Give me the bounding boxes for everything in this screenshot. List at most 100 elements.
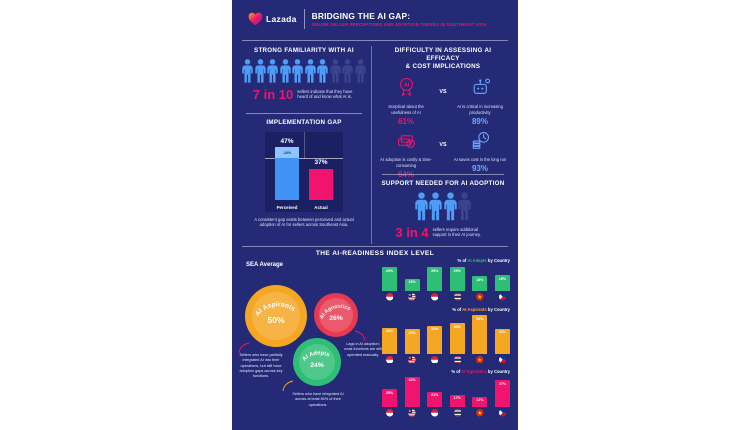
bubble-adepts-arc-label: AI Adepts — [301, 348, 331, 363]
support-caption: sellers require additional support in th… — [432, 226, 481, 238]
bar-indonesia: 50% — [427, 325, 443, 354]
person-icon — [458, 192, 471, 221]
person-icon — [317, 58, 328, 83]
header: Lazada BRIDGING THE AI GAP: ONLINE SELLE… — [232, 0, 518, 38]
flag-id-icon — [427, 409, 442, 417]
person-icon — [429, 192, 442, 221]
flag-my-icon — [405, 409, 420, 417]
critical-block: AI is critical in increasing productivit… — [453, 76, 507, 126]
familiarity-caption: sellers indicate that they have heard of… — [297, 88, 353, 100]
flag-ph-icon — [495, 355, 510, 363]
aspirants-connector — [238, 342, 250, 354]
section-difficulty: DIFFICULTY IN ASSESSING AI EFFICACY & CO… — [378, 47, 508, 179]
actual-label: Actual — [314, 204, 328, 210]
person-icon — [444, 192, 457, 221]
bar-malaysia: 42% — [404, 376, 420, 407]
bar-thailand: 17% — [449, 394, 465, 407]
agnostics-value: 26% — [329, 315, 343, 322]
header-titles: BRIDGING THE AI GAP: ONLINE SELLER PERCE… — [312, 11, 487, 28]
bubble-ai-aspirants: AI Aspirants 50% — [245, 285, 307, 347]
adepts-note: Sellers who have integrated AI across at… — [292, 392, 344, 407]
familiarity-heading: STRONG FAMILIARITY WITH AI — [254, 47, 354, 54]
flag-my-icon — [405, 293, 420, 301]
support-heading: SUPPORT NEEDED FOR AI ADOPTION — [381, 180, 505, 187]
bar-singapore: 25% — [382, 389, 397, 407]
perceived-bar: -10% — [275, 147, 299, 200]
critical-text: AI is critical in increasing productivit… — [457, 104, 503, 115]
flag-sg-icon — [382, 409, 397, 417]
page-subtitle: ONLINE SELLER PERCEPTIONS AND ADOPTION T… — [311, 22, 487, 28]
chart-title: % of AI Aspirants by Country — [452, 306, 510, 312]
bar-philippines: 44% — [494, 328, 510, 354]
saves-value: 93% — [471, 163, 488, 173]
flag-th-icon — [450, 409, 465, 417]
bar-thailand: 54% — [449, 323, 465, 354]
chart-bars: 29% 15% 29% 29% 18% 19% — [382, 265, 510, 291]
flag-sg-icon — [382, 355, 397, 363]
chart-title: % of AI Agnostics by Country — [451, 369, 510, 374]
chart-bars: 25% 42% 21% 17% 14% 37% — [382, 376, 510, 407]
bubble-ai-adepts: AI Adepts 24% — [293, 338, 341, 386]
brand-name: Lazada — [266, 14, 297, 24]
coins-clock-icon — [470, 129, 491, 155]
adepts-value: 24% — [310, 362, 324, 369]
agnostics-note: Lags in AI adoption; most functions are … — [344, 342, 382, 357]
vs-label-1: VS — [439, 89, 447, 96]
support-stat-value: 3 in 4 — [395, 224, 429, 240]
right-divider — [382, 174, 504, 175]
bar-vietnam: 18% — [472, 276, 488, 291]
flag-vn-icon — [472, 293, 487, 301]
bar-singapore: 46% — [382, 327, 397, 354]
person-icon — [280, 58, 291, 83]
difficulty-heading: DIFFICULTY IN ASSESSING AI EFFICACY & CO… — [378, 47, 508, 70]
actual-bar — [309, 168, 333, 200]
bubble-aspirants-arc-label: AI Aspirants — [253, 298, 297, 318]
header-rule — [242, 40, 508, 41]
flag-vn-icon — [472, 409, 487, 417]
svg-text:$: $ — [409, 142, 412, 148]
svg-text:AI: AI — [403, 83, 409, 89]
familiarity-stat-value: 7 in 10 — [252, 86, 294, 102]
sceptical-block: AI Sceptical about the usefulness of AI … — [379, 76, 433, 126]
gap-heading: IMPLEMENTATION GAP — [266, 119, 342, 126]
agnostics-by-country-chart: % of AI Agnostics by Country 25% 42% 21% 17%… — [382, 369, 510, 417]
gap-guide-horizontal — [265, 158, 343, 160]
vs-row-1: AI Sceptical about the usefulness of AI … — [378, 76, 508, 126]
gap-caption: A consistent gap exists between perceive… — [254, 216, 354, 228]
flag-sg-icon — [382, 293, 397, 301]
lazada-heart-logo — [248, 12, 263, 26]
person-icon — [415, 192, 428, 221]
chart-flags — [382, 355, 510, 363]
person-icon — [305, 58, 316, 83]
familiarity-stat: 7 in 10 sellers indicate that they have … — [242, 87, 366, 102]
lazada-ai-infographic: Lazada BRIDGING THE AI GAP: ONLINE SELLE… — [232, 0, 518, 430]
person-icon — [242, 58, 253, 83]
person-icon — [267, 58, 278, 83]
gap-segment: -10% — [275, 147, 299, 159]
by-country-charts: % of AI Adepts by Country 29% 15% 29% 29% 18%… — [382, 258, 510, 423]
support-pictogram — [378, 192, 508, 221]
bar-singapore: 29% — [382, 267, 397, 291]
gap-guide-vertical — [304, 131, 305, 159]
aspirants-value: 50% — [267, 314, 285, 325]
flag-vn-icon — [472, 355, 487, 363]
difficulty-heading-line1: DIFFICULTY IN ASSESSING AI EFFICACY — [394, 47, 492, 62]
support-stat: 3 in 4 sellers require additional suppor… — [378, 225, 508, 240]
sceptical-text: Sceptical about the usefulness of AI — [388, 104, 424, 115]
bubble-ai-agnostics: AI Agnostics 26% — [314, 293, 358, 337]
person-icon — [342, 58, 353, 83]
flag-th-icon — [450, 293, 465, 301]
flag-id-icon — [427, 293, 442, 301]
bar-philippines: 19% — [494, 275, 510, 291]
costly-value: 64% — [397, 169, 414, 179]
flag-id-icon — [427, 355, 442, 363]
vs-row-2: $ AI adoption is costly & time-consuming… — [378, 129, 508, 179]
column-divider — [371, 46, 372, 244]
bar-vietnam: 68% — [472, 315, 488, 354]
section-support: SUPPORT NEEDED FOR AI ADOPTION 3 in 4 se… — [378, 180, 508, 240]
bar-thailand: 29% — [449, 267, 465, 291]
perceived-label: Perceived — [276, 204, 298, 210]
flag-my-icon — [405, 355, 420, 363]
sceptical-value: 61% — [397, 116, 414, 126]
person-icon — [355, 58, 366, 83]
